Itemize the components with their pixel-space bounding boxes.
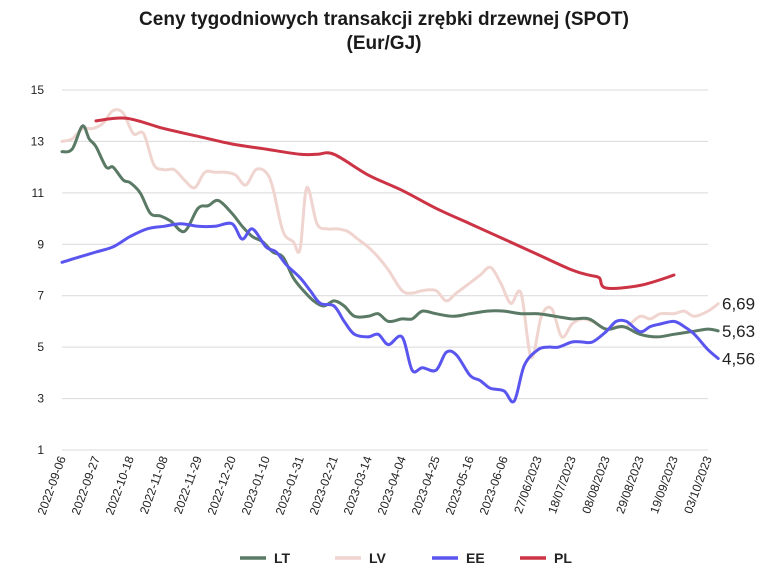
y-tick-label: 15 [31, 83, 45, 97]
x-tick-label: 2023-02-21 [307, 454, 341, 517]
end-label-ee: 4,56 [722, 349, 755, 368]
series-line-ee [60, 221, 720, 404]
gridlines [62, 89, 708, 451]
x-tick-label: 2022-09-27 [69, 454, 103, 517]
legend-label-pl: PL [554, 550, 572, 566]
x-tick-label: 2022-11-08 [137, 454, 171, 516]
y-tick-label: 9 [37, 237, 44, 251]
chart-title-main: Ceny tygodniowych transakcji zrębki drze… [139, 9, 629, 30]
x-tick-label: 2023-04-25 [409, 454, 443, 517]
x-tick-label: 29/08/2023 [613, 454, 647, 516]
chart-title-unit: (Eur/GJ) [346, 33, 422, 54]
end-value-labels: 6,69 5,63 4,56 [722, 295, 755, 369]
y-tick-label: 3 [37, 392, 44, 406]
x-tick-label: 2023-01-10 [239, 454, 273, 517]
end-label-lv: 6,69 [722, 295, 755, 314]
x-tick-label: 19/09/2023 [647, 454, 681, 516]
y-tick-label: 1 [37, 443, 44, 457]
x-tick-label: 18/07/2023 [545, 454, 579, 516]
legend: LT LV EE PL [240, 550, 572, 566]
x-tick-label: 2022-11-29 [171, 454, 205, 516]
legend-label-lt: LT [274, 550, 291, 566]
y-tick-label: 11 [32, 186, 45, 200]
end-label-lt: 5,63 [722, 322, 755, 341]
x-tick-label: 2022-12-20 [205, 454, 239, 517]
x-axis-ticks: 2022-09-06 2022-09-27 2022-10-18 2022-11-08… [35, 454, 715, 517]
x-tick-label: 2022-09-06 [35, 454, 69, 517]
x-tick-label: 27/06/2023 [511, 454, 545, 516]
legend-label-lv: LV [369, 550, 387, 566]
x-tick-label: 08/08/2023 [579, 454, 613, 516]
x-tick-label: 2023-01-31 [273, 454, 307, 517]
y-tick-label: 5 [37, 340, 44, 354]
x-tick-label: 2023-06-06 [477, 454, 511, 517]
x-tick-label: 03/10/2023 [681, 454, 715, 516]
y-tick-label: 7 [37, 289, 44, 303]
x-tick-label: 2023-04-04 [375, 454, 409, 517]
series-lines [60, 108, 720, 404]
series-line-pl [94, 116, 676, 290]
series-line-lt [60, 124, 720, 339]
x-tick-label: 2023-05-16 [443, 454, 477, 517]
y-axis-ticks: 15 13 11 9 7 5 3 1 [31, 83, 45, 457]
legend-label-ee: EE [466, 550, 485, 566]
chart-title: Ceny tygodniowych transakcji zrębki drze… [0, 8, 768, 56]
x-tick-label: 2023-03-14 [341, 454, 375, 517]
y-tick-label: 13 [31, 134, 45, 148]
x-tick-label: 2022-10-18 [103, 454, 137, 517]
